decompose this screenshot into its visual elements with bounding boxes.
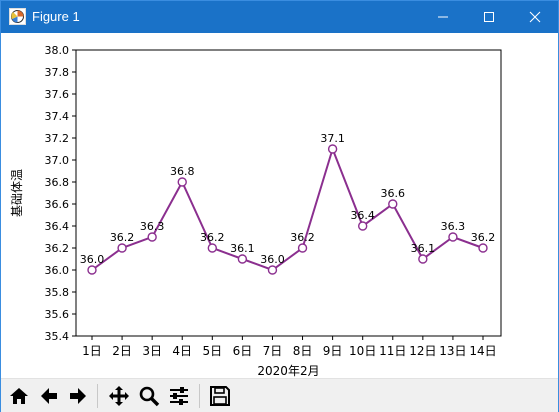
- data-point-marker: [237, 254, 248, 264]
- pan-icon: [109, 386, 129, 406]
- data-point-marker: [147, 232, 157, 242]
- x-tick-label: 9日: [323, 344, 343, 358]
- forward-arrow-icon: [70, 388, 86, 404]
- data-point-marker: [87, 265, 97, 275]
- y-tick-label: 36.2: [45, 242, 70, 255]
- y-tick-label: 36.0: [45, 264, 70, 277]
- y-tick-label: 36.8: [45, 176, 70, 189]
- x-tick-label: 8日: [293, 344, 313, 358]
- data-point-marker: [388, 199, 398, 209]
- y-tick-label: 37.8: [45, 66, 70, 79]
- y-tick-label: 35.6: [45, 308, 70, 321]
- save-button[interactable]: [207, 382, 233, 410]
- y-tick-label: 35.8: [45, 286, 70, 299]
- y-tick-label: 37.2: [45, 132, 70, 145]
- x-tick-label: 2日: [112, 344, 132, 358]
- back-button[interactable]: [36, 382, 62, 410]
- x-tick-label: 6日: [233, 344, 253, 358]
- zoom-button[interactable]: [136, 382, 162, 410]
- data-point-marker: [418, 254, 428, 264]
- maximize-button[interactable]: [466, 1, 512, 33]
- y-tick-label: 36.4: [45, 220, 70, 233]
- data-value-label: 36.1: [230, 242, 255, 255]
- x-axis-label: 2020年2月: [257, 364, 319, 378]
- x-axis-ticks: 1日 2日 3日 4日 5日 6日 7日 8日 9日 10日 11日 12日 13日 14日: [82, 336, 497, 358]
- data-value-label: 36.2: [471, 231, 496, 244]
- data-value-label: 36.6: [381, 187, 406, 200]
- data-point-marker: [357, 221, 368, 231]
- line-chart: 35.4 35.6 35.8 36.0 36.2 36.4 36.6 36.8 37.0 37.2…: [10, 44, 502, 378]
- configure-subplots-icon: [170, 387, 188, 405]
- data-value-label: 36.1: [411, 242, 436, 255]
- zoom-icon: [139, 386, 160, 407]
- close-button[interactable]: [512, 1, 558, 33]
- y-tick-label: 37.4: [45, 110, 70, 123]
- data-point-marker: [327, 144, 338, 154]
- x-tick-label: 10日: [349, 344, 376, 358]
- data-point-marker: [117, 243, 127, 253]
- data-point-marker: [207, 243, 218, 253]
- minimize-icon: [438, 16, 448, 18]
- series-line: [91, 145, 484, 272]
- x-tick-label: 14日: [469, 344, 496, 358]
- y-axis-label: 基础体温: [10, 169, 24, 217]
- data-value-label: 36.0: [80, 253, 105, 266]
- y-axis-ticks: 35.4 35.6 35.8 36.0 36.2 36.4 36.6 36.8 37.0 37.2…: [45, 44, 76, 343]
- x-tick-label: 11日: [379, 344, 406, 358]
- x-tick-label: 5日: [202, 344, 222, 358]
- maximize-icon: [484, 12, 494, 22]
- y-tick-label: 38.0: [45, 44, 70, 57]
- data-point-marker: [267, 265, 278, 275]
- data-value-label: 36.2: [200, 231, 225, 244]
- data-value-label: 36.3: [140, 220, 165, 233]
- x-tick-label: 1日: [82, 344, 102, 358]
- navigation-toolbar: [1, 378, 558, 412]
- configure-subplots-button[interactable]: [166, 382, 192, 410]
- toolbar-separator: [199, 384, 200, 408]
- x-tick-label: 7日: [263, 344, 283, 358]
- close-icon: [529, 11, 541, 23]
- y-tick-label: 37.6: [45, 88, 70, 101]
- x-tick-label: 13日: [439, 344, 466, 358]
- window-title: Figure 1: [32, 9, 80, 24]
- minimize-button[interactable]: [420, 1, 466, 33]
- title-bar[interactable]: Figure 1: [1, 1, 558, 33]
- data-labels: 36.0 36.2 36.3 36.8 36.2 36.1 36.0 36.2 37.1 36.4…: [80, 132, 496, 266]
- home-button[interactable]: [6, 382, 32, 410]
- data-value-label: 37.1: [320, 132, 345, 145]
- data-point-marker: [478, 243, 488, 253]
- data-markers: [87, 144, 488, 275]
- pan-button[interactable]: [106, 382, 132, 410]
- data-value-label: 36.2: [290, 231, 315, 244]
- data-point-marker: [297, 243, 308, 253]
- toolbar-separator: [97, 384, 98, 408]
- y-tick-label: 37.0: [45, 154, 70, 167]
- figure-canvas[interactable]: 35.4 35.6 35.8 36.0 36.2 36.4 36.6 36.8 37.0 37.2…: [1, 33, 558, 378]
- x-tick-label: 3日: [142, 344, 162, 358]
- data-value-label: 36.3: [441, 220, 466, 233]
- home-icon: [10, 388, 28, 404]
- axes-frame: [75, 49, 502, 337]
- save-icon: [210, 386, 230, 406]
- forward-button[interactable]: [65, 382, 91, 410]
- x-tick-label: 4日: [172, 344, 192, 358]
- data-value-label: 36.8: [170, 165, 195, 178]
- data-point-marker: [177, 177, 187, 187]
- data-value-label: 36.4: [350, 209, 375, 222]
- y-tick-label: 35.4: [45, 330, 70, 343]
- y-tick-label: 36.6: [45, 198, 70, 211]
- data-value-label: 36.0: [260, 253, 285, 266]
- data-point-marker: [448, 232, 458, 242]
- data-value-label: 36.2: [110, 231, 135, 244]
- x-tick-label: 12日: [409, 344, 436, 358]
- figure-app-icon: [9, 8, 26, 25]
- back-arrow-icon: [41, 388, 57, 404]
